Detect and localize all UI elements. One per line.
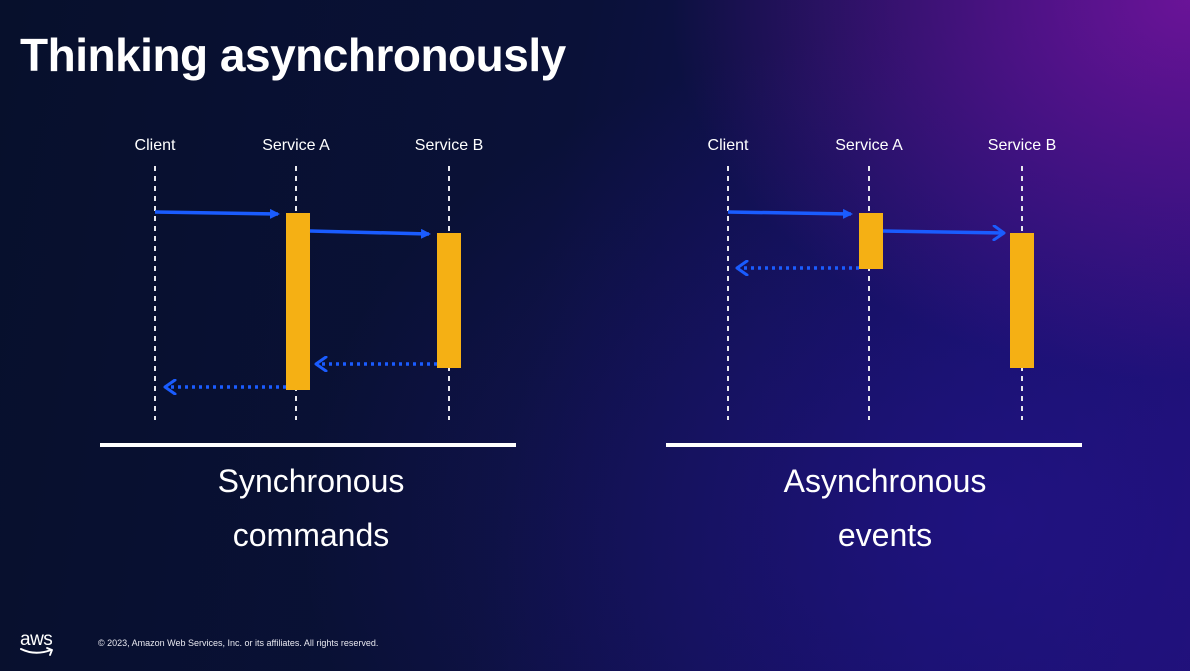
sync-lane-client-label: Client [135,137,176,154]
async-caption-line-2: events [837,517,933,553]
async-caption-line-1: Asynchronous [783,463,987,499]
aws-logo: aws [20,629,53,650]
async-caption: Asynchronous events [677,454,1093,562]
sync-lane-service-a-label: Service A [262,137,330,154]
sync-caption-line-1: Synchronous [217,463,405,499]
async-lane-service-b-label: Service B [988,137,1056,154]
sync-service-a-activation [286,213,310,390]
async-request-arrow-client-to-a [727,208,853,219]
async-diagram: Client Service A Service B [666,137,1082,447]
async-service-b-activation [1010,233,1034,368]
async-lane-service-a-label: Service A [835,137,903,154]
async-service-a-activation [859,213,883,269]
aws-smile-icon [20,647,53,656]
async-event-arrow-a-to-b [882,231,1004,233]
sync-request-arrow-client-to-a [154,208,280,219]
sync-lane-service-b-label: Service B [415,137,483,154]
copyright-notice: © 2023, Amazon Web Services, Inc. or its… [98,638,379,648]
sync-request-arrow-a-to-b [309,228,431,239]
async-lane-client-label: Client [708,137,749,154]
sync-diagram: Client Service A Service B [100,137,516,447]
sync-caption-line-2: commands [232,517,390,553]
sync-service-b-activation [437,233,461,368]
sync-caption: Synchronous commands [103,454,519,562]
slide-title: Thinking asynchronously [20,29,566,81]
